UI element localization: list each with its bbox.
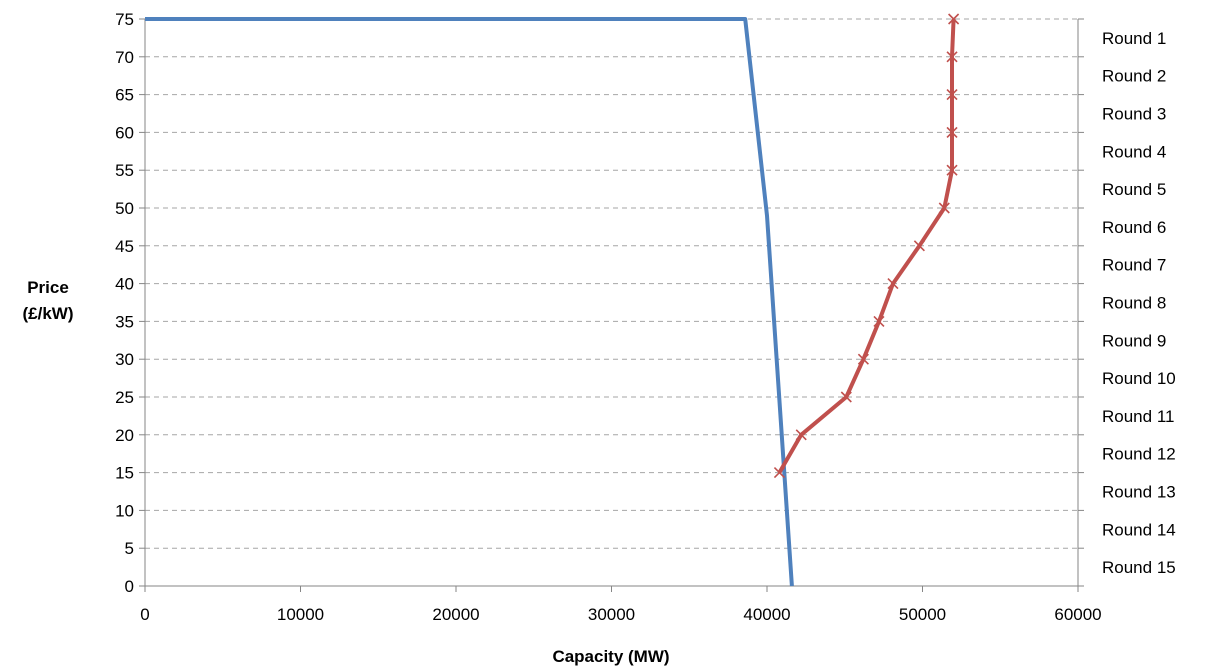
round-label-1: Round 1 <box>1102 29 1166 48</box>
x-tick-label-40000: 40000 <box>743 605 790 624</box>
y-tick-label-45: 45 <box>115 237 134 256</box>
series-2-marker-4 <box>946 126 958 138</box>
series-2-marker-6 <box>938 202 950 214</box>
axis-layer: 0 5 10 15 20 25 30 35 40 45 50 55 60 65 70 75 0 10000 2000… <box>115 10 1102 624</box>
label-layer: Capacity (MW) Price (£/kW) <box>23 278 670 666</box>
y-axis-title-line-1: Price <box>27 278 69 297</box>
series-1-line <box>145 17 794 587</box>
round-label-6: Round 6 <box>1102 218 1166 237</box>
y-tick-label-35: 35 <box>115 312 134 331</box>
marker-stroke-b <box>795 429 807 441</box>
y-tick-label-65: 65 <box>115 86 134 105</box>
series-2-marker-11 <box>840 391 852 403</box>
y-tick-label-50: 50 <box>115 199 134 218</box>
round-label-12: Round 12 <box>1102 445 1176 464</box>
grid-layer <box>145 18 1078 549</box>
x-tick-label-30000: 30000 <box>588 605 635 624</box>
marker-stroke-b <box>948 13 960 25</box>
round-label-2: Round 2 <box>1102 67 1166 86</box>
series-2-marker-8 <box>887 278 899 290</box>
round-label-14: Round 14 <box>1102 520 1176 539</box>
series-2-marker-10 <box>857 353 869 365</box>
series-2-marker-3 <box>946 89 958 101</box>
marker-stroke-b <box>938 202 950 214</box>
marker-stroke-b <box>773 467 786 479</box>
marker-stroke-b <box>946 126 958 138</box>
round-label-13: Round 13 <box>1102 483 1176 502</box>
series-2-marker-13 <box>773 467 786 479</box>
x-tick-label-50000: 50000 <box>899 605 946 624</box>
series-layer <box>145 13 960 587</box>
marker-stroke-b <box>873 315 885 327</box>
round-label-7: Round 7 <box>1102 256 1166 275</box>
x-tick-label-20000: 20000 <box>432 605 479 624</box>
round-label-11: Round 11 <box>1102 407 1174 426</box>
series-2-marker-2 <box>946 51 958 63</box>
round-label-4: Round 4 <box>1102 142 1166 161</box>
round-labels: Round 1 Round 2 Round 3 Round 4 Round 5 Round… <box>1102 29 1176 577</box>
marker-stroke-b <box>887 278 899 290</box>
y-tick-label-30: 30 <box>115 350 134 369</box>
series-2-marker-5 <box>946 164 958 176</box>
y-tick-label-15: 15 <box>115 464 134 483</box>
series-2-marker-12 <box>795 429 807 441</box>
y-tick-label-5: 5 <box>125 539 134 558</box>
y-tick-label-10: 10 <box>115 501 134 520</box>
y-tick-label-75: 75 <box>115 10 134 29</box>
marker-stroke-b <box>840 391 852 403</box>
round-label-15: Round 15 <box>1102 558 1176 577</box>
marker-stroke-b <box>946 89 958 101</box>
round-label-3: Round 3 <box>1102 105 1166 124</box>
y-tick-label-70: 70 <box>115 48 134 67</box>
round-label-8: Round 8 <box>1102 294 1166 313</box>
series-2-marker-7 <box>913 240 925 252</box>
y-tick-label-40: 40 <box>115 275 134 294</box>
x-axis-title: Capacity (MW) <box>552 647 669 666</box>
series-2-marker-1 <box>948 13 960 25</box>
x-tick-label-0: 0 <box>140 605 149 624</box>
marker-stroke-b <box>913 240 925 252</box>
y-tick-label-0: 0 <box>125 577 134 596</box>
y-tick-label-20: 20 <box>115 426 134 445</box>
series-2-marker-9 <box>873 315 885 327</box>
round-label-9: Round 9 <box>1102 331 1166 350</box>
marker-stroke-b <box>946 164 958 176</box>
round-label-10: Round 10 <box>1102 369 1176 388</box>
x-tick-label-60000: 60000 <box>1054 605 1101 624</box>
x-tick-label-10000: 10000 <box>277 605 324 624</box>
marker-stroke-b <box>857 353 869 365</box>
marker-stroke-b <box>946 51 958 63</box>
y-axis-title-line-2: (£/kW) <box>23 304 74 323</box>
y-tick-label-55: 55 <box>115 161 134 180</box>
y-tick-label-60: 60 <box>115 123 134 142</box>
y-tick-label-25: 25 <box>115 388 134 407</box>
round-label-5: Round 5 <box>1102 180 1166 199</box>
